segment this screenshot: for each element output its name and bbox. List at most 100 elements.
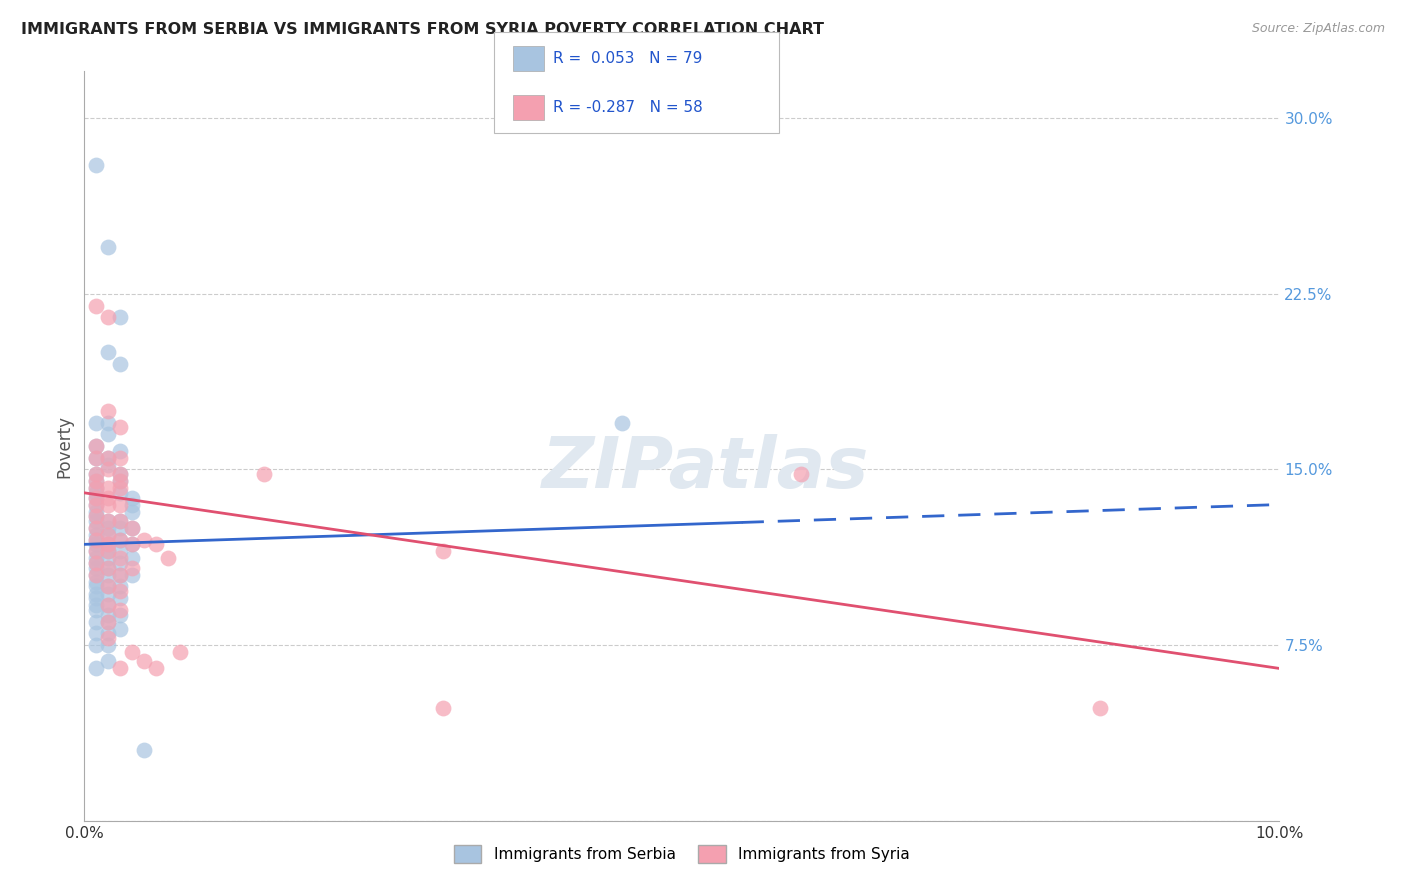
Point bbox=[86, 474, 108, 488]
Point bbox=[97, 626, 120, 640]
Point bbox=[110, 485, 132, 500]
Point bbox=[86, 599, 108, 613]
Point bbox=[110, 584, 132, 599]
Point bbox=[97, 462, 120, 476]
Point bbox=[86, 586, 108, 600]
Point bbox=[97, 528, 120, 542]
Point bbox=[110, 556, 132, 570]
Point bbox=[110, 357, 132, 371]
Point bbox=[97, 404, 120, 418]
Point bbox=[86, 439, 108, 453]
Point bbox=[110, 567, 132, 582]
Point bbox=[97, 528, 120, 542]
Point bbox=[110, 498, 132, 512]
Point bbox=[97, 521, 120, 535]
Point bbox=[97, 416, 120, 430]
Point bbox=[86, 580, 108, 594]
Point bbox=[132, 533, 156, 547]
Point bbox=[86, 556, 108, 570]
Point bbox=[110, 420, 132, 434]
Point bbox=[110, 551, 132, 566]
Point bbox=[110, 603, 132, 617]
Point bbox=[86, 528, 108, 542]
Point bbox=[110, 622, 132, 636]
Point bbox=[121, 491, 143, 505]
Point bbox=[110, 521, 132, 535]
Point bbox=[121, 537, 143, 551]
Point bbox=[97, 345, 120, 359]
Point bbox=[110, 443, 132, 458]
Point bbox=[121, 567, 143, 582]
Point bbox=[110, 467, 132, 482]
Point bbox=[86, 485, 108, 500]
Point bbox=[97, 599, 120, 613]
Point bbox=[110, 514, 132, 528]
Point bbox=[110, 661, 132, 675]
Point bbox=[97, 514, 120, 528]
Point bbox=[86, 450, 108, 465]
Point bbox=[121, 505, 143, 519]
Point bbox=[86, 551, 108, 566]
Point bbox=[121, 521, 143, 535]
Point bbox=[86, 514, 108, 528]
Point bbox=[97, 551, 120, 566]
Point bbox=[110, 591, 132, 606]
Point bbox=[110, 544, 132, 558]
Point bbox=[121, 537, 143, 551]
Point bbox=[86, 158, 108, 172]
Point bbox=[86, 603, 108, 617]
Point bbox=[86, 467, 108, 482]
Point bbox=[86, 474, 108, 488]
Point bbox=[86, 626, 108, 640]
Point bbox=[121, 645, 143, 659]
Point bbox=[86, 509, 108, 524]
Point bbox=[110, 474, 132, 488]
Point bbox=[790, 467, 813, 482]
Point bbox=[97, 567, 120, 582]
Point bbox=[86, 615, 108, 629]
Point bbox=[145, 537, 167, 551]
Point bbox=[432, 701, 454, 715]
Point bbox=[86, 591, 108, 606]
Point bbox=[97, 240, 120, 254]
Point bbox=[86, 521, 108, 535]
Point bbox=[97, 450, 120, 465]
Point bbox=[86, 416, 108, 430]
Point bbox=[97, 561, 120, 575]
Point bbox=[86, 505, 108, 519]
Point bbox=[121, 521, 143, 535]
Point bbox=[121, 498, 143, 512]
Point bbox=[86, 498, 108, 512]
Point bbox=[86, 544, 108, 558]
Point bbox=[86, 661, 108, 675]
Point bbox=[145, 661, 167, 675]
Point bbox=[86, 521, 108, 535]
Point bbox=[86, 491, 108, 505]
Point bbox=[121, 551, 143, 566]
Point bbox=[97, 631, 120, 645]
Text: IMMIGRANTS FROM SERBIA VS IMMIGRANTS FROM SYRIA POVERTY CORRELATION CHART: IMMIGRANTS FROM SERBIA VS IMMIGRANTS FRO… bbox=[21, 22, 824, 37]
Point bbox=[97, 498, 120, 512]
Point bbox=[86, 467, 108, 482]
Point bbox=[97, 514, 120, 528]
Point bbox=[612, 416, 634, 430]
Point bbox=[97, 537, 120, 551]
Point bbox=[86, 533, 108, 547]
Point bbox=[97, 537, 120, 551]
Point bbox=[97, 427, 120, 442]
Point bbox=[97, 615, 120, 629]
Point bbox=[86, 491, 108, 505]
Point bbox=[86, 481, 108, 495]
Point bbox=[97, 310, 120, 325]
Point bbox=[86, 567, 108, 582]
Legend: Immigrants from Serbia, Immigrants from Syria: Immigrants from Serbia, Immigrants from … bbox=[447, 839, 917, 869]
Point bbox=[110, 533, 132, 547]
Point bbox=[132, 743, 156, 757]
Point bbox=[97, 655, 120, 669]
Point bbox=[97, 586, 120, 600]
Point bbox=[97, 458, 120, 472]
Point bbox=[97, 561, 120, 575]
Point bbox=[157, 551, 180, 566]
Point bbox=[86, 481, 108, 495]
Point bbox=[110, 481, 132, 495]
